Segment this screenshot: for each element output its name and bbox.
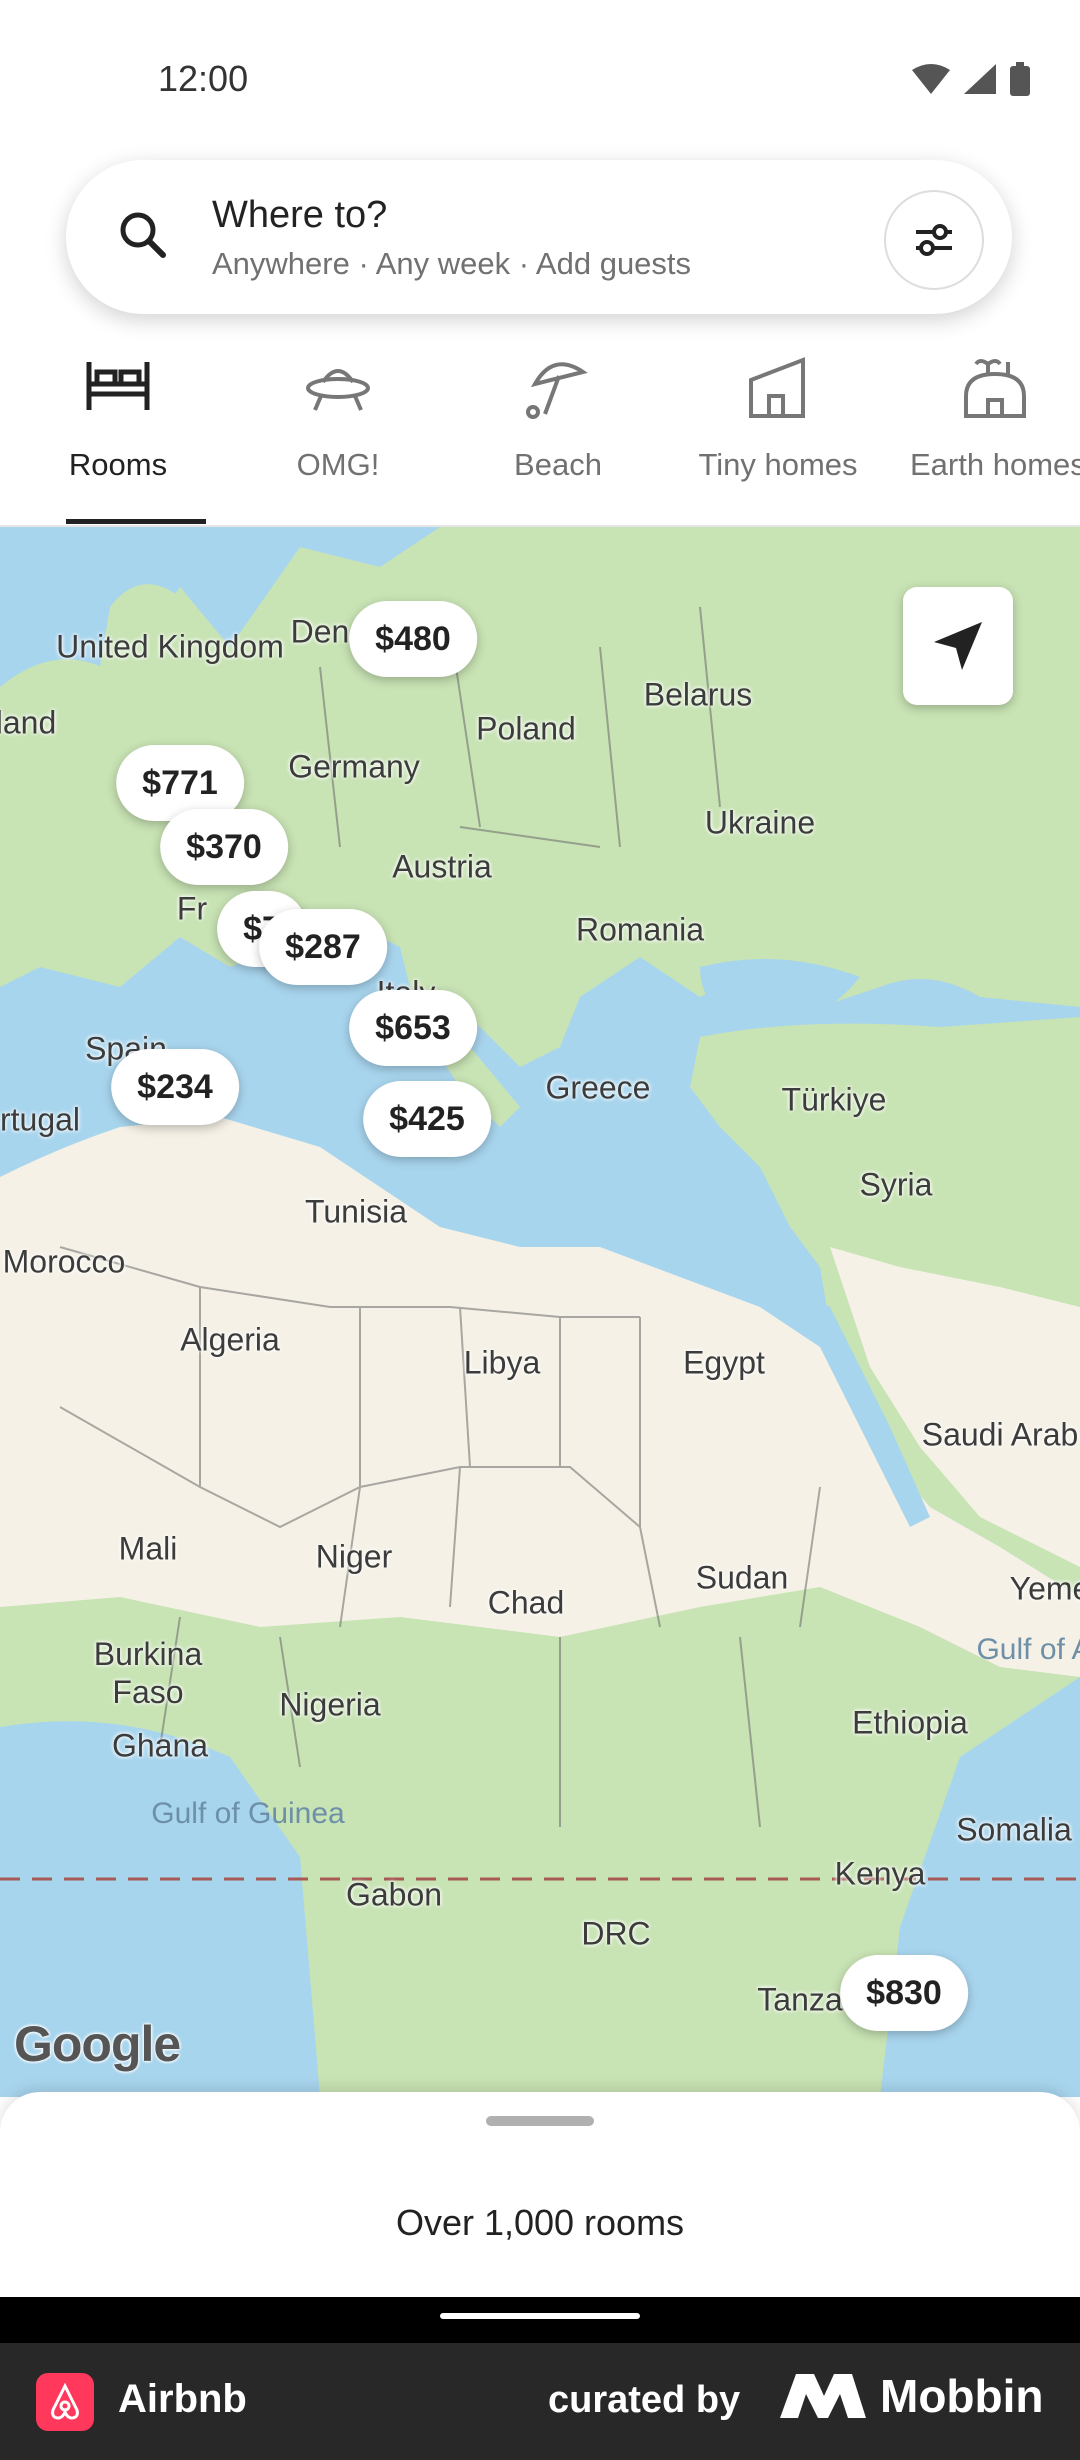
home-gesture-handle[interactable] bbox=[440, 2313, 640, 2319]
map-label: Tunisia bbox=[305, 1193, 407, 1230]
ufo-icon bbox=[306, 369, 370, 411]
map-label: Somalia bbox=[956, 1811, 1072, 1848]
tab-rooms[interactable]: Rooms bbox=[38, 350, 198, 525]
price-pin[interactable]: $425 bbox=[363, 1081, 491, 1157]
footer-brand-name: Mobbin bbox=[880, 2370, 1044, 2422]
map-label: Kenya bbox=[834, 1855, 926, 1892]
status-bar: 12:00 bbox=[0, 0, 1080, 140]
google-logo: Google bbox=[14, 2016, 181, 2072]
map-label: Tanza bbox=[757, 1981, 843, 2018]
filter-icon bbox=[916, 224, 952, 256]
tab-omg[interactable]: OMG! bbox=[268, 350, 408, 525]
map-label: Poland bbox=[476, 710, 576, 747]
map-label: Germany bbox=[288, 748, 420, 785]
map-label: Chad bbox=[487, 1584, 565, 1621]
footer-banner: Airbnb curated by Mobbin bbox=[0, 2343, 1080, 2460]
umbrella-icon bbox=[526, 362, 588, 419]
price-pin[interactable]: $771 bbox=[116, 745, 244, 821]
price-pin[interactable]: $480 bbox=[349, 601, 477, 677]
locate-button[interactable] bbox=[903, 587, 1013, 705]
map-label: Algeria bbox=[180, 1321, 280, 1358]
results-bottom-sheet[interactable]: Over 1,000 rooms bbox=[0, 2092, 1080, 2297]
tab-beach[interactable]: Beach bbox=[488, 350, 628, 525]
navigation-arrow-icon bbox=[934, 622, 982, 670]
status-time: 12:00 bbox=[158, 58, 249, 99]
search-icon bbox=[120, 212, 166, 258]
search-title: Where to? bbox=[212, 194, 388, 236]
bed-icon bbox=[86, 362, 150, 410]
filter-button[interactable] bbox=[884, 190, 984, 290]
map-label: Romania bbox=[575, 911, 705, 948]
earth-home-icon bbox=[964, 359, 1026, 418]
map-label: rtugal bbox=[0, 1101, 81, 1138]
map-label: Syria bbox=[859, 1166, 933, 1203]
active-tab-indicator bbox=[66, 519, 206, 524]
map-label: Ghana bbox=[111, 1727, 209, 1764]
price-pin[interactable]: $287 bbox=[259, 909, 387, 985]
search-subtitle: Anywhere · Any week · Add guests bbox=[212, 246, 692, 281]
tiny-home-icon bbox=[749, 357, 805, 418]
price-pin[interactable]: $830 bbox=[840, 1955, 968, 2031]
map-label-water: Gulf of Guinea bbox=[151, 1797, 345, 1830]
search-bar[interactable]: Where to? Anywhere · Any week · Add gues… bbox=[66, 160, 1012, 314]
map-label: Belarus bbox=[643, 676, 753, 713]
price-pin[interactable]: $370 bbox=[160, 809, 288, 885]
tab-label: Rooms bbox=[68, 447, 168, 482]
price-pin[interactable]: $234 bbox=[111, 1049, 239, 1125]
map-label: Ethiopia bbox=[852, 1704, 968, 1741]
map-label: Nigeria bbox=[279, 1686, 381, 1723]
tab-label: OMG! bbox=[296, 447, 380, 482]
map-label: Sudan bbox=[695, 1559, 789, 1596]
battery-icon bbox=[1010, 62, 1030, 96]
footer-app-name: Airbnb bbox=[118, 2377, 247, 2421]
map-label-water: Gulf of A bbox=[976, 1633, 1080, 1666]
map-label: Türkiye bbox=[781, 1081, 887, 1118]
map-label: Libya bbox=[463, 1344, 541, 1381]
map-label: Yeme bbox=[1009, 1570, 1080, 1607]
map-label: Burkina Faso bbox=[93, 1636, 203, 1710]
map-label: Mali bbox=[118, 1530, 178, 1567]
tab-label: Earth homes bbox=[910, 447, 1080, 482]
map-label: Niger bbox=[315, 1538, 393, 1575]
map-label: Fr bbox=[176, 890, 208, 927]
map-label: Den bbox=[290, 613, 350, 650]
map-label: Gabon bbox=[345, 1876, 443, 1913]
signal-icon bbox=[964, 64, 996, 94]
tab-tiny-homes[interactable]: Tiny homes bbox=[688, 350, 868, 525]
map-label: Ukraine bbox=[704, 804, 816, 841]
map-label: Saudi Arab bbox=[921, 1416, 1079, 1453]
tab-earth-homes[interactable]: Earth homes bbox=[910, 350, 1080, 525]
map-label: United Kingdom bbox=[56, 628, 284, 665]
map-label: DRC bbox=[581, 1915, 651, 1952]
system-nav-bar bbox=[0, 2297, 1080, 2343]
map-label: Austria bbox=[392, 848, 492, 885]
map-label: Greece bbox=[545, 1069, 651, 1106]
price-pin[interactable]: $653 bbox=[349, 990, 477, 1066]
results-count: Over 1,000 rooms bbox=[395, 2202, 685, 2243]
tab-label: Beach bbox=[514, 447, 602, 482]
map-label: Morocco bbox=[2, 1243, 126, 1280]
mobbin-logo: Mobbin bbox=[780, 2369, 1044, 2423]
status-icons bbox=[912, 62, 1030, 96]
map-label: Egypt bbox=[683, 1344, 765, 1381]
map-label: land bbox=[0, 704, 57, 741]
category-tabs: Rooms OMG! Beach Tiny homes bbox=[0, 350, 1080, 525]
footer-curated-label: curated by bbox=[548, 2379, 741, 2421]
airbnb-logo-icon bbox=[36, 2373, 94, 2431]
tab-label: Tiny homes bbox=[698, 447, 858, 482]
map-view[interactable]: United Kingdom Den Belarus Poland land G… bbox=[0, 527, 1080, 2097]
mobbin-mark-icon bbox=[780, 2374, 866, 2418]
wifi-icon bbox=[912, 64, 950, 94]
sheet-drag-handle[interactable] bbox=[486, 2116, 594, 2126]
header: Where to? Anywhere · Any week · Add gues… bbox=[0, 140, 1080, 527]
